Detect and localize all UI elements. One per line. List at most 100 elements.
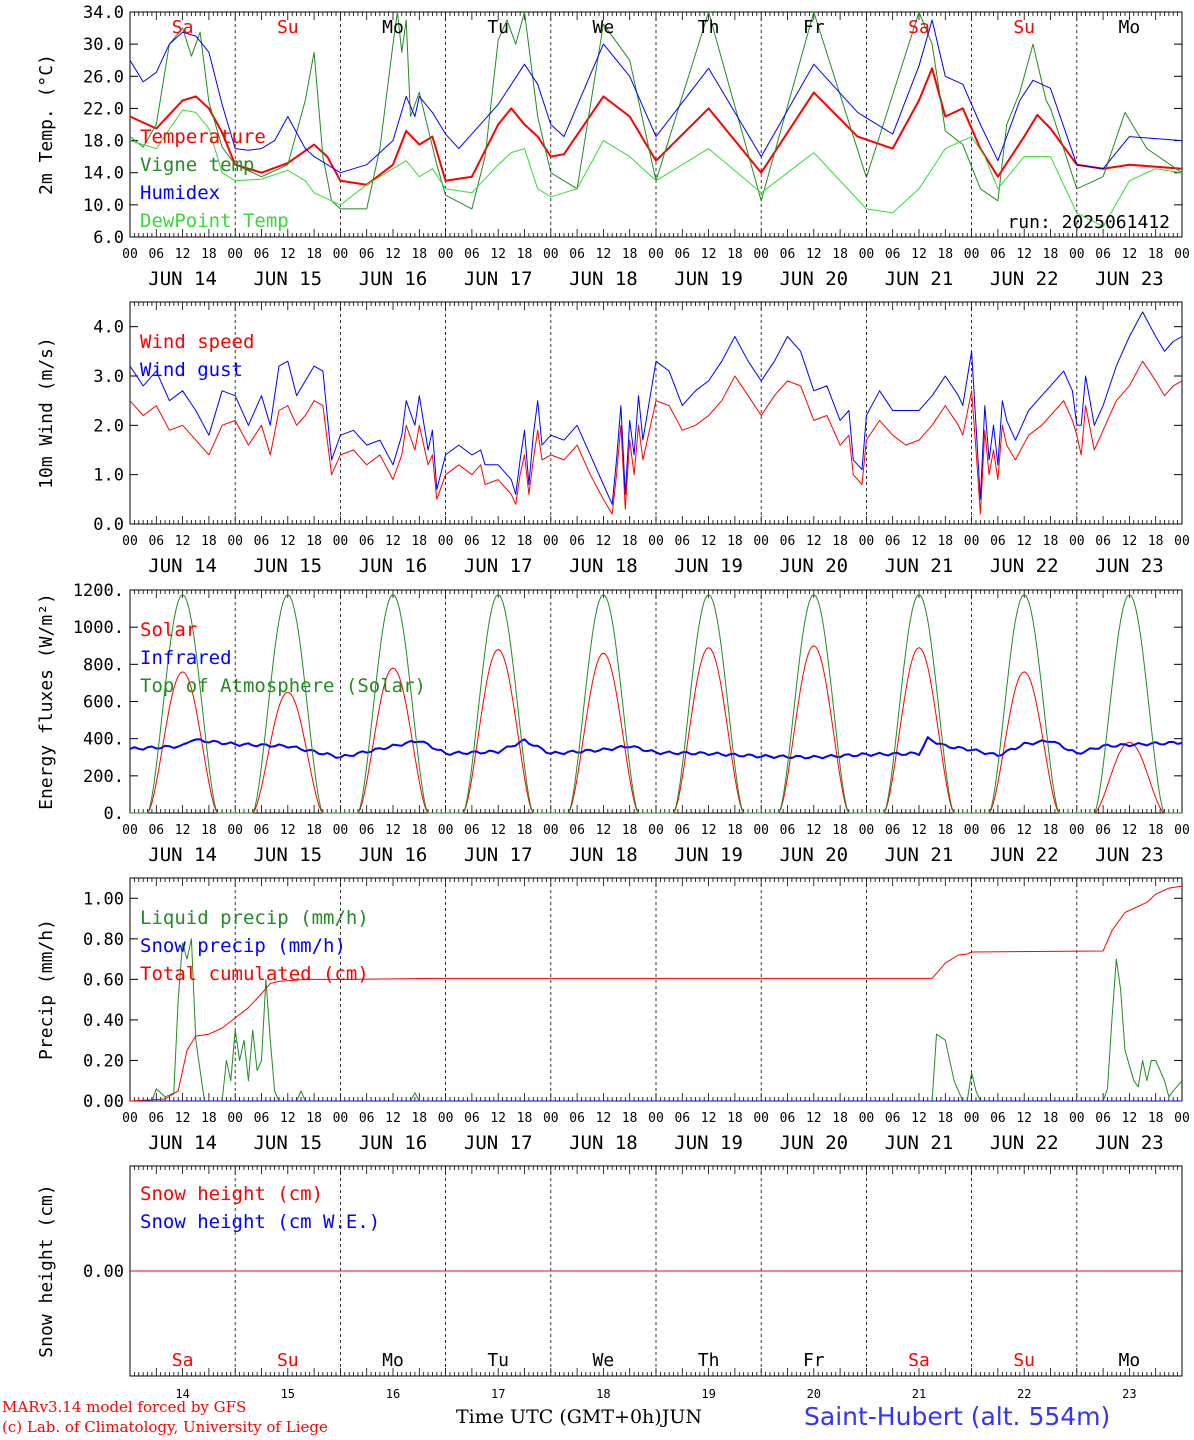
weekday-label: Sa [908, 1350, 930, 1371]
day-label: JUN 16 [359, 1132, 428, 1154]
hour-label: 06 [780, 1111, 796, 1126]
day-label: JUN 22 [990, 555, 1059, 577]
day-number: 16 [386, 1387, 400, 1401]
hour-label: 12 [175, 247, 191, 262]
hour-label: 18 [622, 247, 638, 262]
y-tick-label: 0.0 [93, 515, 124, 535]
hour-label: 00 [1174, 823, 1190, 838]
hour-label: 06 [885, 1111, 901, 1126]
day-label: JUN 20 [779, 268, 848, 290]
y-tick-label: 2.0 [93, 416, 124, 436]
weekday-label: Su [1013, 1350, 1035, 1371]
series-line [129, 885, 1183, 1102]
hour-label: 18 [622, 534, 638, 549]
day-label: JUN 20 [779, 844, 848, 866]
hour-label: 18 [727, 1111, 743, 1126]
hour-label: 12 [175, 823, 191, 838]
day-label: JUN 21 [885, 1132, 954, 1154]
hour-label: 00 [333, 534, 349, 549]
hour-label: 00 [543, 534, 559, 549]
hour-label: 06 [780, 247, 796, 262]
hour-label: 18 [517, 534, 533, 549]
hour-label: 12 [175, 1111, 191, 1126]
hour-label: 12 [911, 534, 927, 549]
series-line [129, 311, 1183, 505]
hour-label: 18 [411, 534, 427, 549]
y-tick-label: 1000. [73, 618, 124, 638]
y-tick-label: 0.60 [83, 970, 124, 990]
hour-label: 00 [859, 247, 875, 262]
hour-label: 00 [227, 247, 243, 262]
day-label: JUN 15 [253, 268, 322, 290]
hour-label: 00 [964, 823, 980, 838]
y-tick-label: 0.20 [83, 1051, 124, 1071]
y-tick-label: 0. [104, 804, 124, 824]
y-tick-label: 0.00 [83, 1262, 124, 1282]
legend-entry: Wind speed [140, 331, 254, 353]
y-tick-label: 0.40 [83, 1011, 124, 1031]
hour-label: 06 [674, 1111, 690, 1126]
hour-label: 18 [1148, 823, 1164, 838]
hour-label: 06 [674, 247, 690, 262]
hour-label: 00 [122, 823, 138, 838]
hour-label: 06 [569, 247, 585, 262]
hour-label: 12 [385, 823, 401, 838]
hour-label: 06 [1095, 1111, 1111, 1126]
day-label: JUN 19 [674, 1132, 743, 1154]
y-tick-label: 18.0 [83, 132, 124, 152]
hour-label: 12 [490, 534, 506, 549]
legend-entry: DewPoint Temp [140, 210, 289, 232]
hour-label: 12 [280, 823, 296, 838]
hour-label: 00 [333, 247, 349, 262]
hour-label: 00 [227, 823, 243, 838]
hour-label: 18 [411, 1111, 427, 1126]
hour-label: 18 [937, 247, 953, 262]
hour-label: 18 [727, 534, 743, 549]
hour-label: 06 [359, 1111, 375, 1126]
y-tick-label: 400. [83, 730, 124, 750]
hour-label: 00 [122, 1111, 138, 1126]
hour-label: 12 [1016, 534, 1032, 549]
hour-label: 12 [280, 534, 296, 549]
hour-label: 12 [701, 247, 717, 262]
time-axis-label: Time UTC (GMT+0h)JUN [456, 1406, 702, 1428]
hour-label: 00 [543, 823, 559, 838]
hour-label: 06 [148, 247, 164, 262]
weekday-label: We [593, 1350, 615, 1371]
hour-label: 00 [753, 823, 769, 838]
y-tick-label: 3.0 [93, 367, 124, 387]
day-label: JUN 14 [148, 555, 217, 577]
day-label: JUN 17 [464, 555, 533, 577]
hour-label: 12 [806, 1111, 822, 1126]
hour-label: 18 [201, 247, 217, 262]
day-label: JUN 20 [779, 555, 848, 577]
hour-label: 12 [1122, 823, 1138, 838]
hour-label: 00 [438, 247, 454, 262]
hour-label: 00 [1069, 823, 1085, 838]
hour-label: 12 [385, 534, 401, 549]
hour-label: 00 [859, 534, 875, 549]
weekday-label: Fr [803, 1350, 825, 1371]
day-label: JUN 21 [885, 844, 954, 866]
hour-label: 18 [937, 823, 953, 838]
legend-entry: Snow height (cm W.E.) [140, 1211, 380, 1233]
y-tick-label: 30.0 [83, 35, 124, 55]
hour-label: 12 [701, 534, 717, 549]
hour-label: 18 [411, 247, 427, 262]
hour-label: 18 [517, 1111, 533, 1126]
y-tick-label: 600. [83, 693, 124, 713]
hour-label: 00 [964, 1111, 980, 1126]
hour-label: 00 [438, 823, 454, 838]
legend-entry: Temperature [140, 126, 266, 148]
day-label: JUN 23 [1095, 555, 1164, 577]
hour-label: 18 [727, 247, 743, 262]
day-number: 20 [807, 1387, 821, 1401]
hour-label: 12 [490, 1111, 506, 1126]
hour-label: 12 [1016, 247, 1032, 262]
weekday-label: Su [1013, 17, 1035, 38]
hour-label: 00 [1069, 1111, 1085, 1126]
y-axis-label: Precip (mm/h) [36, 919, 57, 1060]
station-label: Saint-Hubert (alt. 554m) [804, 1402, 1111, 1431]
day-label: JUN 15 [253, 1132, 322, 1154]
day-label: JUN 18 [569, 844, 638, 866]
